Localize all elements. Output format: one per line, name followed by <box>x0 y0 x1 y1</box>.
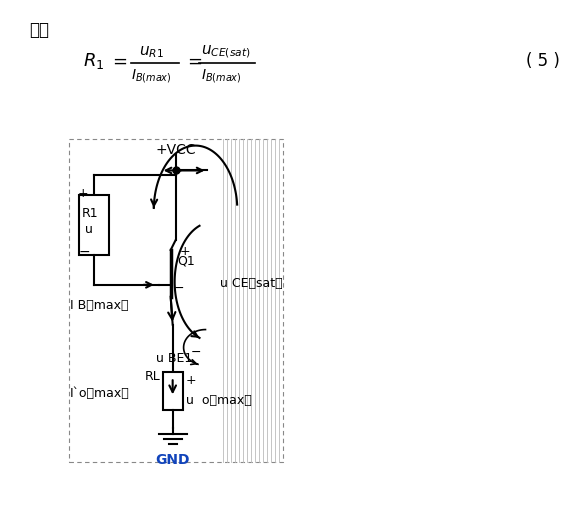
Text: $=$: $=$ <box>109 52 128 70</box>
Text: 即：: 即： <box>29 21 50 39</box>
Text: GND: GND <box>155 453 190 467</box>
Bar <box>163 372 183 410</box>
Text: R1: R1 <box>82 207 99 220</box>
Text: $=$: $=$ <box>183 52 202 70</box>
Text: RL: RL <box>145 370 161 383</box>
Text: −: − <box>190 345 201 359</box>
Text: +: + <box>180 245 190 258</box>
Bar <box>79 195 109 255</box>
Text: u: u <box>85 223 93 236</box>
Text: u BE1: u BE1 <box>156 352 192 366</box>
Text: $I_{B(max)}$: $I_{B(max)}$ <box>131 67 172 85</box>
Text: −: − <box>173 282 184 295</box>
Text: +: + <box>186 374 196 387</box>
Text: ( 5 ): ( 5 ) <box>526 52 559 70</box>
Text: u  o（max）: u o（max） <box>186 394 251 407</box>
Text: I`o（max）: I`o（max） <box>70 387 130 400</box>
Text: −: − <box>78 245 90 259</box>
Text: +: + <box>77 187 88 200</box>
Text: u CE（sat）: u CE（sat） <box>220 277 283 290</box>
Text: $u_{CE(sat)}$: $u_{CE(sat)}$ <box>200 44 250 61</box>
Text: $R_1$: $R_1$ <box>83 51 105 71</box>
Text: +VCC: +VCC <box>155 142 196 157</box>
Bar <box>69 139 283 462</box>
Text: Q1: Q1 <box>178 255 196 268</box>
Text: $I_{B(max)}$: $I_{B(max)}$ <box>200 67 241 85</box>
Text: I B（max）: I B（max） <box>70 299 128 312</box>
Text: $u_{R1}$: $u_{R1}$ <box>139 44 164 60</box>
